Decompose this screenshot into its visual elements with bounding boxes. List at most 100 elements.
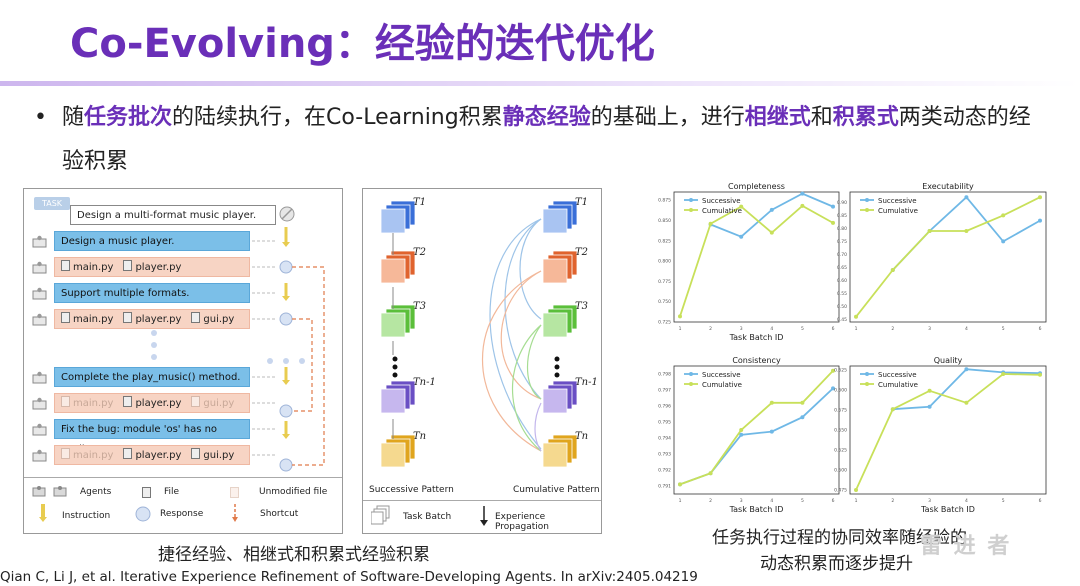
file-item: gui.py: [191, 394, 234, 414]
response-circle: [279, 312, 293, 326]
data-point: [890, 407, 895, 412]
y-tick-label: 0.797: [658, 388, 671, 394]
x-axis-label: Task Batch ID: [729, 505, 784, 514]
data-point: [964, 229, 969, 233]
instruction-row: Support multiple formats.: [54, 283, 250, 303]
x-tick-label: 5: [801, 326, 804, 332]
ellipsis-dot: [151, 330, 157, 336]
task-batch-stack: [380, 250, 416, 284]
plot-area: [673, 365, 840, 495]
legend-marker: [865, 198, 869, 202]
instruction-row: Design a music player.: [54, 231, 250, 251]
ellipsis-dot: [151, 354, 157, 360]
x-tick-label: 3: [740, 498, 743, 504]
file-row: main.py player.py gui.py: [54, 309, 250, 329]
task-box: Design a multi-format music player.: [70, 205, 276, 225]
y-tick-label: 0.60: [837, 278, 847, 284]
legend-label: Cumulative: [878, 207, 918, 215]
charts-caption-line1: 任务执行过程的协同效率随经验的: [712, 528, 967, 548]
task-batch-stack: [542, 200, 578, 234]
pattern-diagram: T1 T2 T3 Tn-1 Tn T1 T2 T3 Tn-1 Tn: [380, 197, 598, 468]
data-point: [708, 471, 713, 476]
bullet-highlight: 静态经验: [502, 105, 591, 130]
bullet-point: • 随任务批次的陆续执行，在Co-Learning积累静态经验的基础上，进行相继…: [34, 96, 1044, 184]
x-tick-label: 5: [1002, 326, 1005, 332]
legend-label: Cumulative: [878, 381, 918, 389]
data-point: [964, 367, 969, 372]
y-tick-label: 0.798: [658, 372, 671, 378]
legend-marker: [689, 198, 693, 202]
slide-title: Co-Evolving：经验的迭代优化: [70, 21, 655, 67]
file-icon: [123, 448, 133, 459]
bullet-dot: •: [34, 105, 47, 130]
ellipsis-dot: [554, 364, 560, 370]
agent-icon: [32, 260, 48, 274]
data-point: [739, 432, 744, 437]
x-tick-label: 1: [679, 326, 682, 332]
file-icon: [123, 312, 133, 323]
file-item: main.py: [61, 258, 113, 278]
file-row: main.py player.py gui.py: [54, 393, 250, 413]
instruction-row: Complete the play_music() method.: [54, 367, 250, 387]
x-tick-label: 2: [891, 326, 894, 332]
series-line-cumulative: [679, 370, 834, 486]
chart-title: Executability: [922, 182, 974, 191]
ellipsis-dot: [392, 372, 398, 378]
instruction-arrow-head: [282, 296, 290, 301]
watermark: 雷 进 者: [920, 534, 1012, 559]
x-tick-label: 4: [770, 498, 773, 504]
data-point: [1038, 218, 1042, 223]
data-point: [708, 221, 713, 226]
data-point: [800, 415, 805, 420]
chart-quality: Quality Task Batch ID 1 2 3 4 5 6 0.625 0.600 0.57…: [834, 356, 1047, 514]
y-tick-label: 0.55: [837, 291, 847, 297]
propagation-arc: [512, 324, 542, 452]
bullet-highlight: 相继式: [744, 105, 811, 130]
chart-title: Quality: [934, 356, 963, 365]
data-point: [964, 195, 969, 200]
y-tick-label: 0.625: [834, 368, 847, 374]
propagation-arc: [519, 218, 542, 320]
series-line-cumulative: [855, 373, 1041, 491]
file-icon: [61, 312, 70, 323]
data-point: [678, 482, 682, 487]
task-batch-stack: [380, 380, 416, 414]
x-tick-label: 4: [965, 326, 968, 332]
bullet-text-part: 随: [62, 105, 85, 130]
x-axis-label: Task Batch ID: [729, 333, 784, 342]
x-tick-label: 3: [740, 326, 743, 332]
successive-pattern-label: Successive Pattern: [369, 485, 454, 495]
legend-label: Cumulative: [702, 381, 742, 389]
legend-marker: [865, 208, 869, 212]
data-point: [1038, 372, 1042, 377]
data-point: [800, 191, 805, 196]
legend-marker: [865, 372, 869, 376]
y-tick-label: 0.850: [658, 218, 671, 224]
response-circle: [279, 404, 293, 418]
shortcut-path: [292, 318, 313, 412]
file-name: gui.py: [203, 398, 235, 409]
data-point: [890, 268, 895, 272]
y-tick-label: 0.800: [658, 259, 671, 265]
y-tick-label: 0.792: [658, 468, 671, 474]
legend-response: Response: [160, 509, 204, 519]
file-icon: [191, 396, 201, 407]
data-point: [927, 229, 932, 233]
legend-marker: [865, 382, 869, 386]
bullet-text: 随任务批次的陆续执行，在Co-Learning积累静态经验的基础上，进行相继式和…: [62, 96, 1044, 184]
file-icon: [191, 448, 201, 459]
task-label: Tn-1: [413, 377, 436, 388]
legend-label: Cumulative: [702, 207, 742, 215]
data-point: [1038, 195, 1042, 200]
x-tick-label: 3: [928, 326, 931, 332]
legend-shortcut: Shortcut: [260, 509, 299, 519]
data-point: [927, 404, 932, 409]
bullet-text-part: 的基础上，进行: [590, 105, 745, 130]
file-item: player.py: [123, 394, 181, 414]
metrics-charts: Completeness Task Batch ID 1 2 3 4 5 6 0.725 0.75…: [640, 180, 1060, 520]
y-tick-label: 0.775: [658, 279, 671, 285]
data-point: [927, 388, 932, 393]
y-tick-label: 0.796: [658, 404, 671, 410]
bullet-highlight: 积累式: [832, 105, 899, 130]
file-name: player.py: [135, 398, 182, 409]
